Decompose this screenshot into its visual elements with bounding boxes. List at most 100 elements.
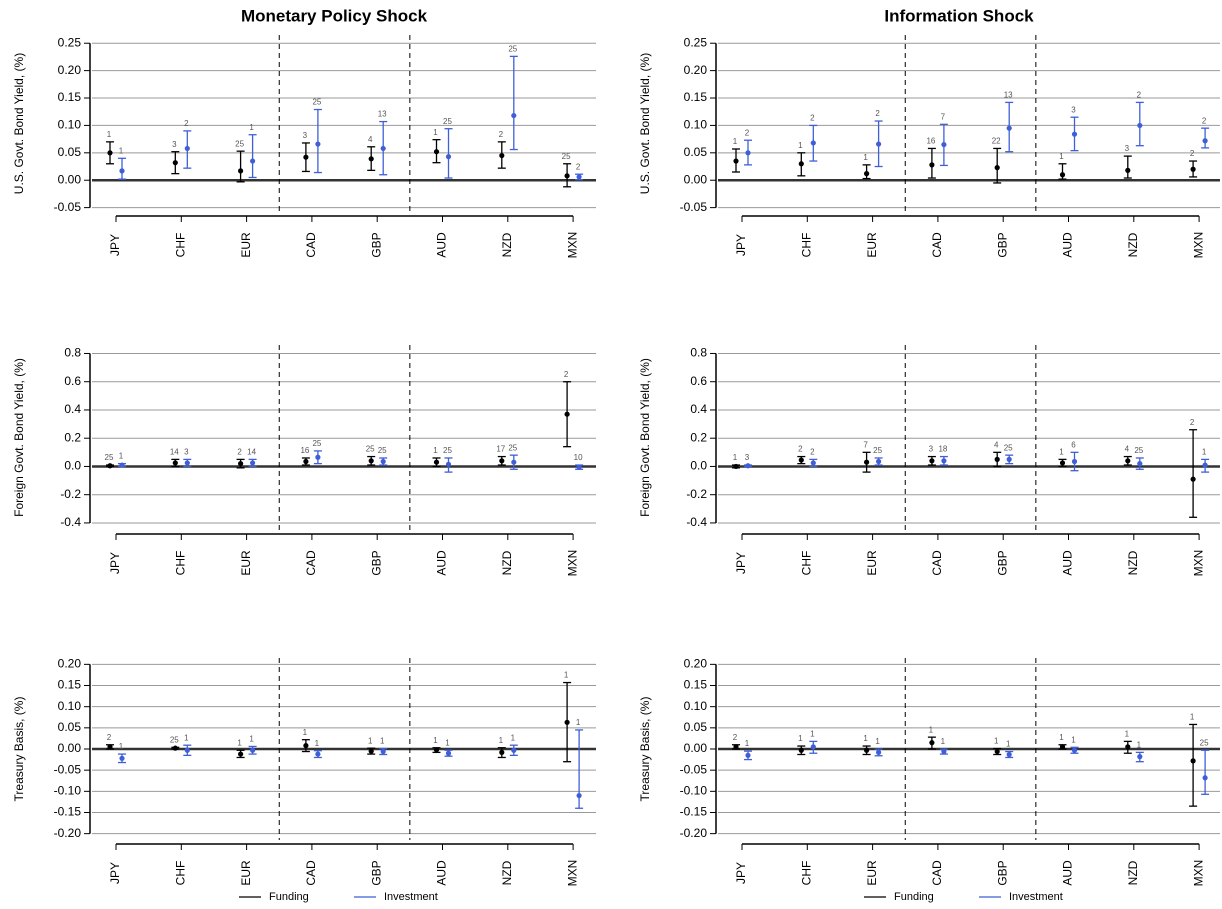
point (1006, 125, 1012, 131)
count-label: 10 (574, 453, 583, 462)
point (250, 747, 256, 753)
point (745, 463, 751, 469)
point (184, 145, 190, 152)
y-tick-label: 0.05 (58, 720, 82, 734)
chart-title: Monetary Policy Shock (241, 6, 428, 25)
point (929, 740, 935, 746)
point (733, 744, 739, 750)
count-label: 25 (508, 44, 517, 53)
point (172, 160, 178, 166)
x-tick-label: JPY (108, 862, 122, 884)
count-label: 1 (249, 735, 254, 744)
count-label: 1 (433, 736, 438, 745)
count-label: 2 (810, 447, 815, 456)
point (1202, 462, 1208, 468)
legend-label: Investment (1009, 891, 1063, 903)
point (1125, 458, 1131, 464)
x-tick-label: EUR (239, 860, 253, 886)
count-label: 2 (499, 130, 504, 139)
point (941, 458, 947, 464)
chart-title: Information Shock (884, 6, 1034, 25)
y-tick-label: -0.05 (680, 762, 708, 776)
count-label: 3 (184, 447, 189, 456)
point (445, 154, 452, 160)
y-tick-label: 0.2 (690, 430, 707, 444)
point (733, 158, 739, 164)
y-tick-label: 0.00 (684, 172, 708, 186)
count-label: 25 (1004, 443, 1013, 452)
count-label: 1 (798, 141, 803, 150)
point (1059, 744, 1066, 750)
count-label: 2 (1190, 418, 1195, 427)
point (798, 457, 804, 463)
count-label: 2 (1190, 149, 1195, 158)
point (499, 458, 505, 464)
point (994, 456, 1000, 462)
count-label: 2 (576, 162, 581, 171)
count-label: 1 (1059, 733, 1064, 742)
count-label: 1 (1006, 740, 1011, 749)
point (1125, 744, 1131, 750)
count-label: 1 (184, 733, 189, 742)
point (798, 161, 804, 167)
point (733, 463, 739, 470)
count-label: 2 (745, 128, 750, 137)
y-tick-label: -0.15 (54, 805, 82, 819)
count-label: 1 (576, 718, 581, 727)
point (433, 747, 440, 753)
point (303, 743, 309, 749)
point (172, 745, 178, 751)
x-tick-label: EUR (865, 550, 879, 576)
count-label: 1 (119, 452, 124, 461)
x-tick-label: JPY (108, 552, 122, 574)
point (864, 459, 870, 465)
x-tick-label: CAD (930, 550, 944, 576)
y-tick-label: 0.6 (64, 374, 81, 388)
count-label: 3 (1125, 144, 1130, 153)
legend-label: Funding (894, 891, 934, 903)
count-label: 1 (380, 737, 385, 746)
point (1137, 122, 1143, 129)
x-tick-label: NZD (500, 550, 514, 575)
y-tick-label: -0.2 (686, 487, 707, 501)
point (876, 141, 882, 147)
x-tick-label: JPY (734, 234, 748, 256)
point (876, 749, 882, 755)
y-tick-label: 0.0 (64, 459, 81, 473)
count-label: 1 (1125, 729, 1130, 738)
y-tick-label: 0.15 (58, 90, 82, 104)
x-tick-label: MXN (1191, 550, 1205, 577)
point (250, 460, 256, 466)
y-tick-label: 0.8 (64, 346, 81, 360)
y-tick-label: 0.6 (690, 374, 707, 388)
point (1125, 167, 1131, 173)
count-label: 1 (249, 123, 254, 132)
point (1059, 460, 1066, 466)
y-tick-label: 0.00 (58, 741, 82, 755)
count-label: 1 (368, 736, 373, 745)
count-label: 25 (562, 152, 571, 161)
y-tick-label: 0.10 (58, 699, 82, 713)
point (315, 751, 321, 757)
point (303, 458, 309, 465)
point (445, 750, 452, 756)
point (810, 744, 816, 750)
point (1137, 461, 1143, 467)
count-label: 1 (315, 739, 320, 748)
y-axis-label: U.S. Govt. Bond Yield, (%) (638, 53, 652, 194)
x-tick-label: CHF (173, 861, 187, 886)
count-label: 14 (247, 447, 256, 456)
x-tick-label: AUD (435, 550, 449, 576)
y-tick-label: 0.20 (684, 657, 708, 671)
y-tick-label: 0.05 (684, 145, 708, 159)
point (184, 460, 190, 466)
x-tick-label: EUR (865, 232, 879, 258)
count-label: 4 (368, 135, 373, 144)
point (1071, 131, 1078, 137)
count-label: 25 (366, 445, 375, 454)
x-tick-label: NZD (1126, 232, 1140, 257)
y-tick-label: 0.05 (684, 720, 708, 734)
count-label: 1 (564, 671, 569, 680)
x-tick-label: CAD (304, 860, 318, 886)
count-label: 4 (994, 440, 999, 449)
